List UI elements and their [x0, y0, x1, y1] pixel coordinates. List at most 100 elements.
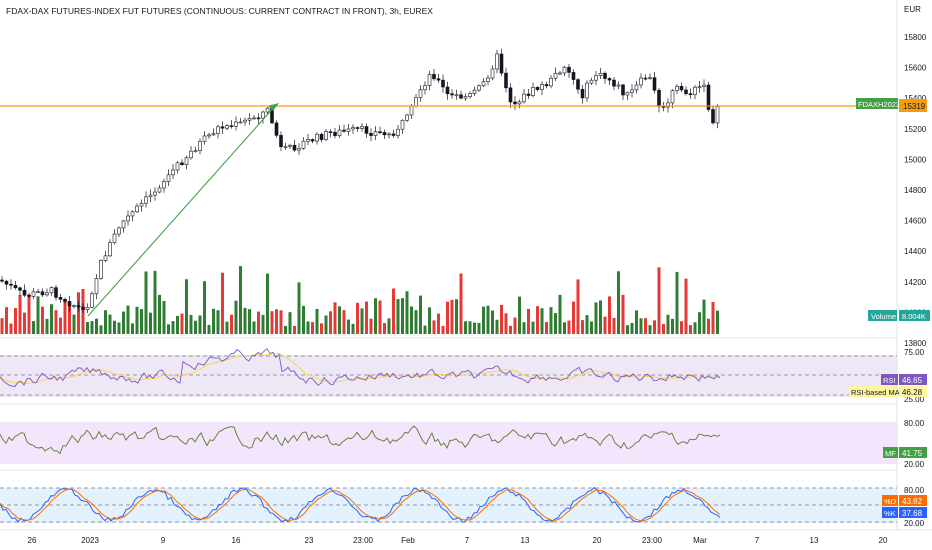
volume-bar — [698, 312, 701, 334]
currency-label: EUR — [904, 5, 921, 14]
volume-bar — [387, 318, 391, 334]
candle-body — [265, 107, 270, 113]
candle-body — [85, 307, 90, 310]
chart-title: FDAX-DAX FUTURES-INDEX FUT FUTURES (CONT… — [6, 6, 433, 16]
candle-body — [481, 81, 486, 87]
volume-bar — [113, 320, 116, 334]
candle-body — [198, 141, 202, 151]
volume-bar — [518, 296, 521, 334]
candle-body — [589, 79, 594, 84]
candle-body — [274, 122, 279, 136]
volume-bar — [225, 321, 229, 334]
volume-bar — [104, 310, 107, 334]
volume-bar — [648, 325, 652, 334]
candle-body — [580, 88, 585, 99]
volume-bar — [612, 317, 616, 334]
price-candles[interactable] — [0, 48, 720, 313]
candle-body — [355, 127, 360, 129]
time-tick-label: 16 — [232, 536, 241, 545]
volume-bar — [144, 271, 148, 334]
candle-body — [40, 291, 45, 296]
volume-bar — [320, 323, 323, 334]
candle-body — [436, 78, 441, 81]
volume-bar — [500, 304, 503, 334]
candle-body — [706, 84, 711, 110]
volume-bar — [630, 322, 634, 334]
stoch-d-badge-value: 43.82 — [902, 497, 923, 506]
candle-body — [9, 283, 13, 286]
trend-arrow-line[interactable] — [87, 104, 277, 317]
candle-body — [400, 119, 405, 130]
volume-bar — [324, 315, 328, 334]
volume-bar — [626, 325, 629, 334]
volume-bar — [176, 315, 179, 334]
candle-body — [301, 140, 306, 149]
time-tick-label: 9 — [161, 536, 166, 545]
volume-bar — [239, 266, 242, 334]
volume-bar — [491, 310, 494, 334]
candle-body — [517, 101, 522, 105]
price-axis[interactable]: 15800 15600 15400 15200 15000 14800 14600 14400… — [904, 33, 927, 348]
volume-bar — [428, 307, 431, 334]
time-axis[interactable]: 26 2023 9 16 23 23:00 Feb 7 13 20 23:00 Mar 7 13 20 — [28, 536, 888, 545]
candle-body — [373, 131, 378, 136]
rsi-ma-line — [0, 352, 721, 384]
volume-bar — [198, 315, 202, 334]
candle-body — [103, 255, 108, 261]
volume-bar — [621, 294, 625, 334]
candle-body — [562, 66, 567, 74]
candle-body — [418, 89, 423, 98]
volume-bar — [392, 288, 395, 334]
candle-body — [634, 84, 639, 91]
volume-bar — [513, 317, 517, 334]
candle-body — [22, 289, 27, 296]
candle-body — [297, 148, 301, 151]
candle-body — [639, 77, 643, 86]
candle-body — [337, 129, 342, 136]
volume-bars — [0, 266, 719, 334]
volume-bar — [243, 307, 247, 334]
volume-bar — [554, 313, 557, 334]
volume-bar — [441, 325, 445, 334]
volume-bar — [432, 320, 436, 334]
stoch-tick-lower: 20.00 — [904, 519, 925, 528]
candle-body — [670, 90, 675, 104]
volume-bar — [32, 321, 35, 334]
candle-body — [409, 105, 414, 116]
time-tick-label: Mar — [693, 536, 707, 545]
volume-bar — [594, 302, 598, 334]
volume-bar — [459, 273, 463, 334]
volume-bar — [261, 314, 265, 334]
volume-bar — [9, 323, 13, 334]
rsi-lines — [0, 348, 721, 387]
candle-body — [193, 150, 198, 152]
volume-bar — [95, 318, 98, 334]
volume-bar — [126, 305, 130, 334]
candle-body — [549, 77, 553, 87]
candle-body — [220, 126, 225, 129]
time-tick-label: 13 — [521, 536, 530, 545]
candle-body — [342, 129, 346, 132]
candle-body — [288, 144, 292, 147]
candle-body — [157, 187, 162, 193]
rsi-badge-value: 46.65 — [902, 376, 923, 385]
mf-badge-label: MF — [885, 449, 896, 458]
candle-body — [463, 96, 468, 99]
candle-body — [414, 97, 418, 107]
candle-body — [697, 86, 702, 88]
volume-bar — [477, 322, 481, 334]
candle-body — [18, 287, 22, 291]
candle-body — [36, 291, 40, 293]
candle-body — [391, 133, 396, 136]
candle-body — [454, 94, 459, 97]
candle-body — [648, 77, 652, 79]
volume-bar — [302, 305, 305, 334]
volume-bar — [351, 323, 355, 334]
candle-body — [121, 220, 126, 229]
candle-body — [328, 131, 333, 133]
volume-bar — [54, 310, 58, 334]
candle-body — [585, 82, 589, 99]
volume-bar — [68, 302, 71, 334]
